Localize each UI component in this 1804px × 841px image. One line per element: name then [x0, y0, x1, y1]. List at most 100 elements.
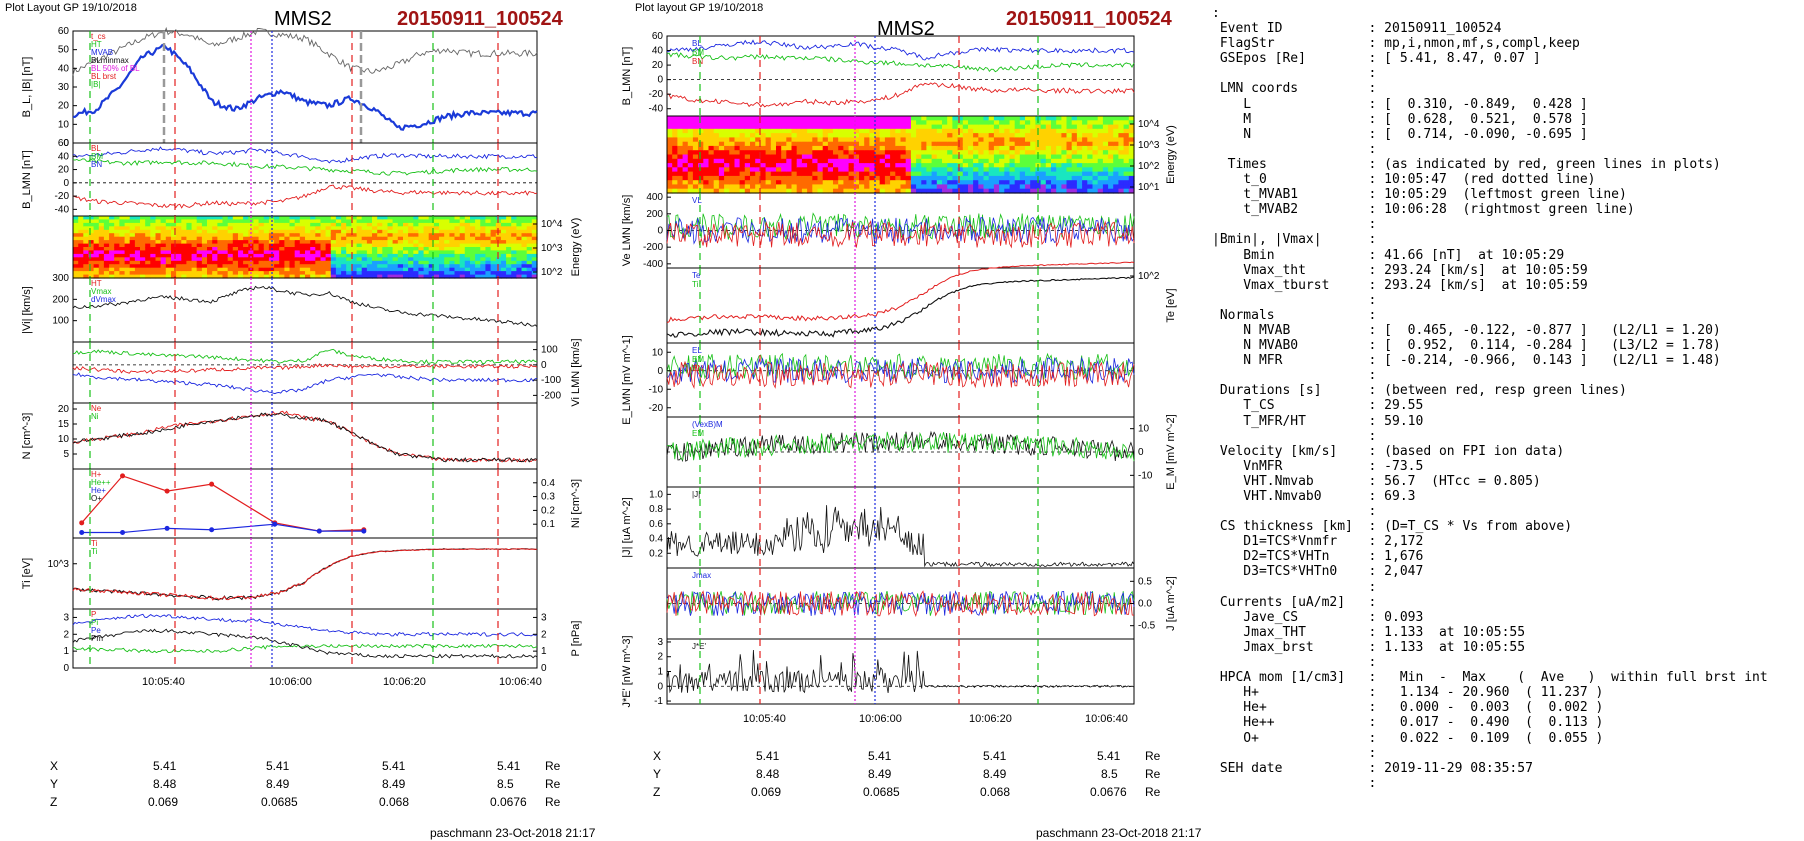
- spectrogram-cell: [739, 137, 746, 143]
- spectrogram-cell: [140, 240, 146, 245]
- spectrogram-cell: [744, 128, 751, 134]
- spectrogram-cell: [480, 257, 487, 262]
- spectrogram-cell: [196, 257, 203, 262]
- spectrogram-cell: [926, 141, 933, 147]
- spectrogram-cell: [160, 222, 167, 227]
- spectrogram-cell: [1097, 116, 1104, 121]
- spectrogram-cell: [449, 216, 456, 220]
- spectrogram-cell: [1019, 188, 1026, 194]
- spectrogram-cell: [1118, 163, 1125, 168]
- spectrogram-cell: [114, 233, 120, 238]
- spectrogram-cell: [454, 236, 461, 241]
- y-tick-label: 0: [657, 75, 663, 86]
- spectrogram-cell: [698, 120, 704, 126]
- spectrogram-cell: [73, 233, 79, 238]
- spectrogram-cell: [890, 124, 896, 130]
- spectrogram-cell: [521, 260, 528, 265]
- spectrogram-cell: [506, 226, 512, 231]
- spectrogram-cell: [926, 116, 933, 121]
- spectrogram-cell: [968, 180, 974, 186]
- spectrogram-cell: [134, 247, 141, 251]
- spectrogram-cell: [382, 216, 389, 220]
- spectrogram-cell: [718, 120, 725, 126]
- spectrogram-cell: [1051, 188, 1057, 194]
- spectrogram-cell: [1113, 188, 1119, 194]
- spectrogram-cell: [916, 158, 922, 164]
- spectrogram-cell: [936, 150, 943, 156]
- spectrogram-cell: [140, 222, 146, 227]
- legend-entry: He+: [91, 486, 106, 495]
- spectrogram-cell: [98, 233, 105, 238]
- spectrogram-cell: [843, 124, 850, 130]
- spectrogram-cell: [531, 271, 538, 276]
- y-tick-label: 10^1: [1138, 182, 1160, 193]
- spectrogram-cell: [470, 247, 476, 251]
- spectrogram-cell: [459, 250, 466, 255]
- spectrogram-cell: [760, 116, 767, 121]
- spectrogram-cell: [1051, 163, 1057, 168]
- spectrogram-cell: [191, 250, 198, 255]
- series-line: [666, 220, 1135, 249]
- spectrogram-cell: [289, 222, 296, 227]
- spectrogram-cell: [315, 240, 322, 245]
- spectrogram-cell: [739, 175, 746, 181]
- spectrogram-cell: [1102, 145, 1109, 151]
- spectrogram-cell: [258, 250, 265, 255]
- spectrogram-cell: [526, 226, 533, 231]
- spectrogram-cell: [1076, 175, 1083, 181]
- spectrogram-cell: [1009, 141, 1016, 147]
- spectrogram-cell: [397, 247, 404, 251]
- spectrogram-cell: [687, 124, 694, 130]
- spectrogram-cell: [227, 222, 234, 227]
- spectrogram-cell: [83, 240, 90, 245]
- spectrogram-cell: [692, 120, 699, 126]
- coord-value: 0.068: [379, 795, 410, 809]
- spectrogram-cell: [305, 250, 311, 255]
- spectrogram-cell: [968, 120, 974, 126]
- spectrogram-cell: [708, 133, 715, 138]
- spectrogram-cell: [439, 250, 445, 255]
- spectrogram-cell: [387, 226, 394, 231]
- spectrogram-cell: [320, 271, 327, 276]
- spectrogram-cell: [734, 137, 741, 143]
- spectrogram-cell: [698, 137, 704, 143]
- spectrogram-cell: [1045, 137, 1052, 143]
- spectrogram-cell: [983, 154, 990, 160]
- spectrogram-cell: [176, 240, 182, 245]
- spectrogram-cell: [392, 243, 399, 248]
- spectrogram-cell: [910, 128, 917, 134]
- spectrogram-cell: [253, 264, 260, 269]
- spectrogram-cell: [305, 219, 311, 224]
- spectrogram-cell: [931, 154, 938, 160]
- spectrogram-cell: [1118, 120, 1125, 126]
- spectrogram-cell: [222, 226, 229, 231]
- spectrogram-cell: [1056, 120, 1062, 126]
- spectrogram-cell: [1097, 158, 1104, 164]
- spectrogram-cell: [464, 253, 471, 258]
- spectrogram-cell: [176, 229, 182, 234]
- spectrogram-cell: [890, 167, 896, 173]
- spectrogram-cell: [999, 116, 1005, 121]
- spectrogram-cell: [109, 264, 115, 269]
- spectrogram-cell: [232, 240, 239, 245]
- spectrogram-cell: [495, 267, 502, 272]
- spectrogram-cell: [299, 219, 306, 224]
- spectrogram-cell: [382, 250, 389, 255]
- spectrogram-cell: [848, 133, 855, 138]
- spectrogram-cell: [145, 240, 151, 245]
- spectrogram-cell: [734, 116, 741, 121]
- spectrogram-cell: [765, 120, 772, 126]
- spectrogram-cell: [83, 222, 90, 227]
- spectrogram-cell: [1004, 184, 1011, 190]
- spectrogram-cell: [817, 154, 824, 160]
- spectrogram-cell: [765, 188, 772, 194]
- spectrogram-cell: [1019, 171, 1026, 177]
- spectrogram-cell: [274, 247, 280, 251]
- y-tick-label: 0: [541, 663, 547, 674]
- spectrogram-cell: [698, 167, 704, 173]
- spectrogram-cell: [449, 240, 456, 245]
- spectrogram-cell: [978, 133, 985, 138]
- spectrogram-cell: [947, 120, 953, 126]
- spectrogram-cell: [983, 124, 990, 130]
- spectrogram-cell: [1030, 116, 1036, 121]
